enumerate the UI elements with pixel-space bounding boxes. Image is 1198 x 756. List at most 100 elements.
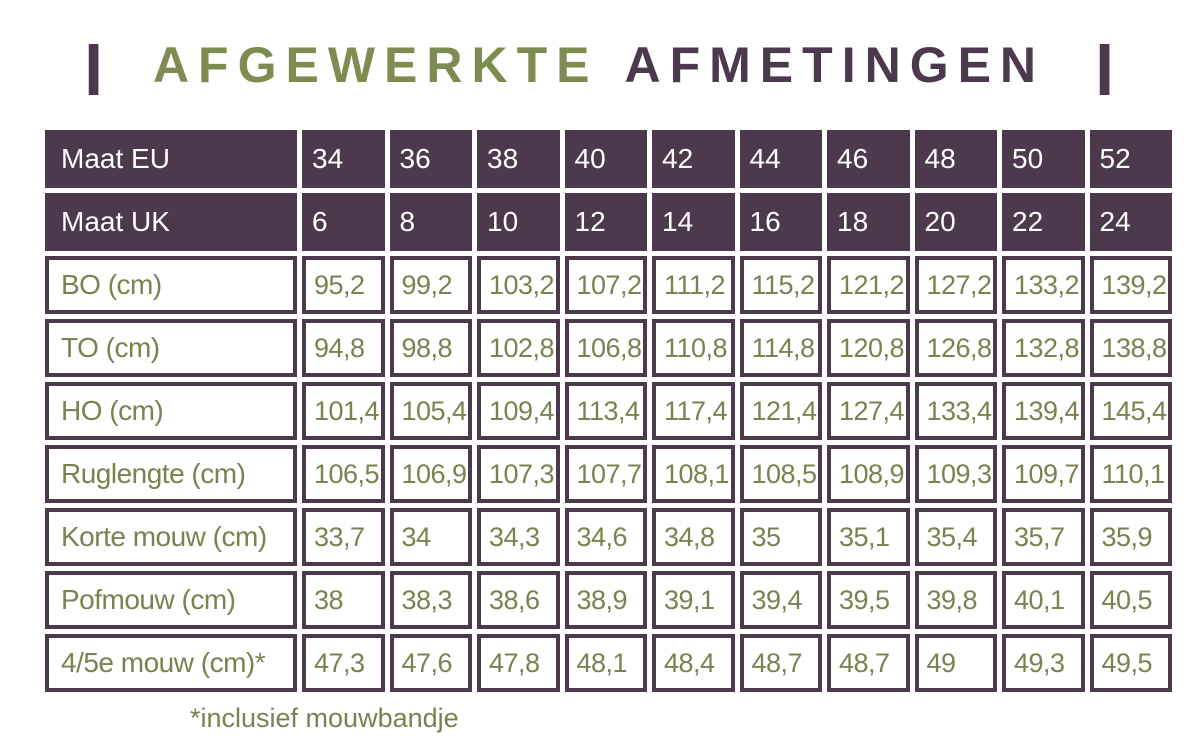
value-cell: 120,8: [827, 319, 910, 377]
value-cell: 133,2: [1002, 256, 1085, 314]
value-cell: 109,3: [914, 445, 997, 503]
value-cell: 127,4: [827, 382, 910, 440]
value-cell: 38,9: [564, 571, 647, 629]
value-cell: 126,8: [914, 319, 997, 377]
header-value-cell: 8: [389, 193, 472, 251]
row-label-cell: BO (cm): [45, 256, 297, 314]
value-cell: 39,1: [652, 571, 735, 629]
value-cell: 110,8: [652, 319, 735, 377]
title-part-2: AFMETINGEN: [624, 37, 1046, 93]
header-value-cell: 38: [477, 130, 560, 188]
value-cell: 49: [914, 634, 997, 692]
header-value-cell: 46: [827, 130, 910, 188]
value-cell: 108,9: [827, 445, 910, 503]
value-cell: 38,3: [389, 571, 472, 629]
value-cell: 38,6: [477, 571, 560, 629]
value-cell: 35,1: [827, 508, 910, 566]
value-cell: 48,4: [652, 634, 735, 692]
header-row-label: Maat EU: [45, 130, 297, 188]
row-label-cell: 4/5e mouw (cm)*: [45, 634, 297, 692]
value-cell: 103,2: [477, 256, 560, 314]
header-value-cell: 18: [827, 193, 910, 251]
value-cell: 35,9: [1089, 508, 1172, 566]
value-cell: 107,3: [477, 445, 560, 503]
value-cell: 48,7: [827, 634, 910, 692]
value-cell: 145,4: [1089, 382, 1172, 440]
header-value-cell: 20: [914, 193, 997, 251]
value-cell: 107,2: [564, 256, 647, 314]
header-value-cell: 24: [1089, 193, 1172, 251]
size-table: Maat EU 34 36 38 40 42 44 46 48 50 52 Maat UK 6 8 10 12…: [45, 130, 1172, 692]
title-right-bar-icon: |: [1094, 35, 1116, 95]
header-value-cell: 50: [1002, 130, 1085, 188]
value-cell: 40,5: [1089, 571, 1172, 629]
value-cell: 109,4: [477, 382, 560, 440]
value-cell: 98,8: [389, 319, 472, 377]
value-cell: 33,7: [302, 508, 385, 566]
value-cell: 107,7: [564, 445, 647, 503]
value-cell: 117,4: [652, 382, 735, 440]
page-title: | AFGEWERKTE AFMETINGEN |: [0, 30, 1198, 100]
row-label-cell: HO (cm): [45, 382, 297, 440]
header-value-cell: 14: [652, 193, 735, 251]
value-cell: 139,4: [1002, 382, 1085, 440]
value-cell: 115,2: [739, 256, 822, 314]
value-cell: 108,1: [652, 445, 735, 503]
row-label-cell: Ruglengte (cm): [45, 445, 297, 503]
value-cell: 106,5: [302, 445, 385, 503]
title-part-1: AFGEWERKTE: [152, 37, 599, 93]
value-cell: 99,2: [389, 256, 472, 314]
value-cell: 34,6: [564, 508, 647, 566]
value-cell: 49,3: [1002, 634, 1085, 692]
value-cell: 109,7: [1002, 445, 1085, 503]
value-cell: 47,8: [477, 634, 560, 692]
value-cell: 139,2: [1089, 256, 1172, 314]
value-cell: 34: [389, 508, 472, 566]
value-cell: 34,8: [652, 508, 735, 566]
header-value-cell: 12: [564, 193, 647, 251]
header-value-cell: 44: [739, 130, 822, 188]
row-label-cell: Korte mouw (cm): [45, 508, 297, 566]
value-cell: 40,1: [1002, 571, 1085, 629]
value-cell: 94,8: [302, 319, 385, 377]
value-cell: 39,5: [827, 571, 910, 629]
value-cell: 114,8: [739, 319, 822, 377]
row-label-cell: Pofmouw (cm): [45, 571, 297, 629]
value-cell: 35,4: [914, 508, 997, 566]
value-cell: 132,8: [1002, 319, 1085, 377]
value-cell: 35,7: [1002, 508, 1085, 566]
value-cell: 113,4: [564, 382, 647, 440]
value-cell: 39,4: [739, 571, 822, 629]
value-cell: 48,1: [564, 634, 647, 692]
value-cell: 127,2: [914, 256, 997, 314]
value-cell: 102,8: [477, 319, 560, 377]
value-cell: 106,9: [389, 445, 472, 503]
value-cell: 47,6: [389, 634, 472, 692]
header-value-cell: 42: [652, 130, 735, 188]
value-cell: 38: [302, 571, 385, 629]
value-cell: 121,2: [827, 256, 910, 314]
value-cell: 49,5: [1089, 634, 1172, 692]
header-value-cell: 10: [477, 193, 560, 251]
value-cell: 138,8: [1089, 319, 1172, 377]
value-cell: 106,8: [564, 319, 647, 377]
value-cell: 34,3: [477, 508, 560, 566]
value-cell: 121,4: [739, 382, 822, 440]
header-value-cell: 22: [1002, 193, 1085, 251]
value-cell: 95,2: [302, 256, 385, 314]
header-value-cell: 36: [389, 130, 472, 188]
title-left-bar-icon: |: [82, 35, 104, 95]
value-cell: 48,7: [739, 634, 822, 692]
value-cell: 110,1: [1089, 445, 1172, 503]
header-value-cell: 16: [739, 193, 822, 251]
value-cell: 101,4: [302, 382, 385, 440]
row-label-cell: TO (cm): [45, 319, 297, 377]
header-value-cell: 48: [914, 130, 997, 188]
value-cell: 133,4: [914, 382, 997, 440]
header-value-cell: 40: [564, 130, 647, 188]
value-cell: 35: [739, 508, 822, 566]
header-value-cell: 34: [302, 130, 385, 188]
value-cell: 47,3: [302, 634, 385, 692]
value-cell: 108,5: [739, 445, 822, 503]
